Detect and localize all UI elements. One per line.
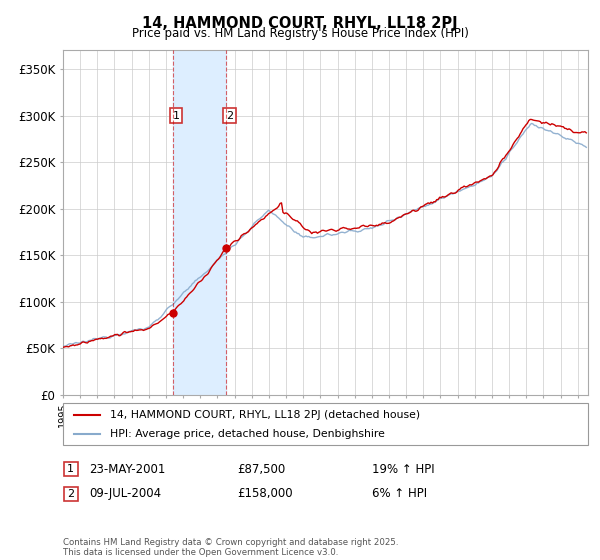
Text: Price paid vs. HM Land Registry's House Price Index (HPI): Price paid vs. HM Land Registry's House … (131, 27, 469, 40)
Text: 2: 2 (67, 489, 74, 499)
Text: 6% ↑ HPI: 6% ↑ HPI (372, 487, 427, 501)
Text: 19% ↑ HPI: 19% ↑ HPI (372, 463, 434, 476)
Text: 2: 2 (226, 110, 233, 120)
Text: £87,500: £87,500 (237, 463, 285, 476)
Text: HPI: Average price, detached house, Denbighshire: HPI: Average price, detached house, Denb… (110, 429, 385, 439)
Text: £158,000: £158,000 (237, 487, 293, 501)
Bar (173, 50, 226, 395)
Text: 09-JUL-2004: 09-JUL-2004 (89, 487, 161, 501)
Text: 1: 1 (67, 464, 74, 474)
Text: 14, HAMMOND COURT, RHYL, LL18 2PJ (detached house): 14, HAMMOND COURT, RHYL, LL18 2PJ (detac… (110, 409, 421, 419)
Text: 14, HAMMOND COURT, RHYL, LL18 2PJ: 14, HAMMOND COURT, RHYL, LL18 2PJ (142, 16, 458, 31)
Text: 1: 1 (173, 110, 179, 120)
Text: Contains HM Land Registry data © Crown copyright and database right 2025.
This d: Contains HM Land Registry data © Crown c… (63, 538, 398, 557)
Text: 23-MAY-2001: 23-MAY-2001 (89, 463, 165, 476)
